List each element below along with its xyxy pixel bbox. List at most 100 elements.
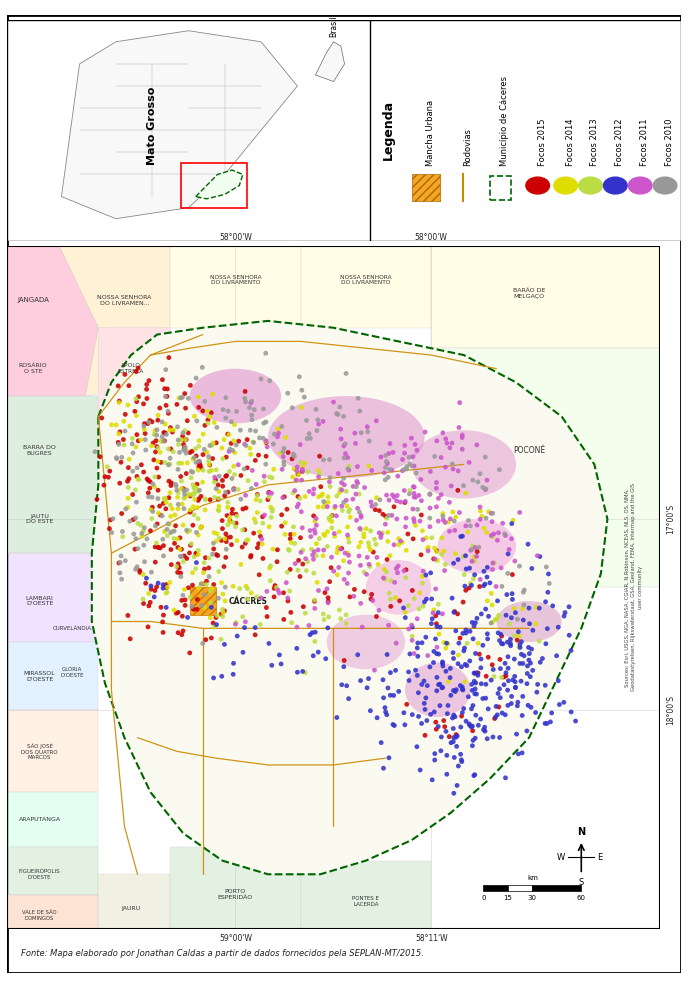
Point: [195, 519, 207, 535]
Point: [156, 600, 167, 615]
Point: [341, 678, 352, 694]
Point: [482, 631, 493, 647]
Point: [544, 575, 555, 591]
Point: [414, 585, 425, 601]
Point: [471, 665, 482, 680]
Point: [259, 507, 270, 523]
Point: [205, 409, 216, 425]
Point: [228, 458, 239, 474]
Point: [159, 455, 170, 471]
Point: [312, 574, 323, 590]
Point: [460, 486, 471, 501]
Point: [517, 688, 528, 704]
Point: [158, 538, 169, 553]
Point: [385, 665, 396, 680]
Point: [353, 539, 364, 554]
Point: [176, 432, 187, 447]
Point: [131, 439, 142, 455]
Point: [521, 676, 533, 692]
Point: [325, 470, 336, 486]
Point: [524, 615, 535, 631]
Point: [285, 535, 297, 550]
Point: [211, 481, 222, 496]
Point: [296, 399, 307, 415]
Point: [114, 424, 126, 439]
Point: [535, 655, 546, 670]
Ellipse shape: [327, 614, 405, 669]
Point: [429, 551, 440, 567]
Point: [341, 498, 352, 514]
Point: [464, 653, 475, 668]
Point: [255, 616, 266, 632]
Point: [293, 552, 304, 568]
Bar: [508, 886, 533, 891]
Point: [195, 458, 206, 474]
Point: [169, 536, 180, 551]
Point: [193, 462, 204, 478]
Point: [348, 492, 359, 507]
Point: [393, 531, 404, 547]
Point: [325, 479, 336, 494]
Point: [208, 541, 219, 556]
Point: [417, 568, 428, 584]
Point: [436, 680, 447, 696]
Point: [163, 441, 174, 457]
Point: [242, 473, 253, 489]
Point: [193, 492, 204, 508]
Point: [145, 578, 156, 594]
Point: [370, 496, 381, 512]
Point: [335, 481, 346, 496]
Point: [391, 635, 402, 651]
Point: [371, 710, 383, 725]
Point: [307, 548, 318, 563]
Point: [461, 625, 472, 641]
Point: [392, 488, 403, 503]
Point: [286, 451, 297, 467]
Point: [311, 423, 322, 438]
Point: [420, 690, 431, 706]
Point: [208, 536, 219, 551]
Point: [546, 705, 557, 721]
Point: [500, 528, 511, 544]
Point: [267, 503, 278, 519]
Point: [437, 679, 448, 695]
Point: [174, 542, 186, 557]
Point: [468, 549, 480, 565]
Point: [343, 535, 355, 550]
Ellipse shape: [405, 663, 470, 718]
Point: [181, 550, 193, 566]
Point: [328, 563, 339, 579]
Point: [156, 414, 168, 430]
Point: [404, 486, 415, 501]
Point: [335, 542, 346, 557]
Point: [222, 517, 233, 533]
Point: [448, 729, 459, 745]
Point: [470, 708, 482, 723]
Polygon shape: [431, 246, 660, 348]
Point: [160, 425, 171, 440]
Point: [358, 526, 369, 542]
Point: [409, 591, 420, 607]
Point: [534, 601, 545, 616]
Point: [521, 723, 533, 739]
Point: [339, 546, 350, 561]
Point: [309, 594, 320, 609]
Text: S: S: [579, 878, 584, 887]
Point: [331, 406, 342, 422]
Point: [489, 711, 500, 726]
Point: [463, 454, 475, 470]
Point: [220, 410, 231, 426]
Point: [269, 427, 280, 442]
Point: [332, 541, 343, 556]
Point: [397, 463, 408, 479]
Point: [193, 543, 204, 558]
Point: [131, 408, 142, 424]
Point: [217, 586, 228, 602]
Point: [297, 664, 309, 679]
Point: [308, 551, 319, 567]
Point: [179, 439, 191, 455]
Point: [197, 360, 208, 376]
Point: [297, 462, 308, 478]
Point: [371, 537, 382, 552]
Point: [496, 560, 507, 576]
